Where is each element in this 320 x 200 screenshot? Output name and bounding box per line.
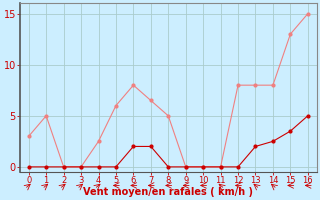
X-axis label: Vent moyen/en rafales ( km/h ): Vent moyen/en rafales ( km/h ) (83, 187, 253, 197)
